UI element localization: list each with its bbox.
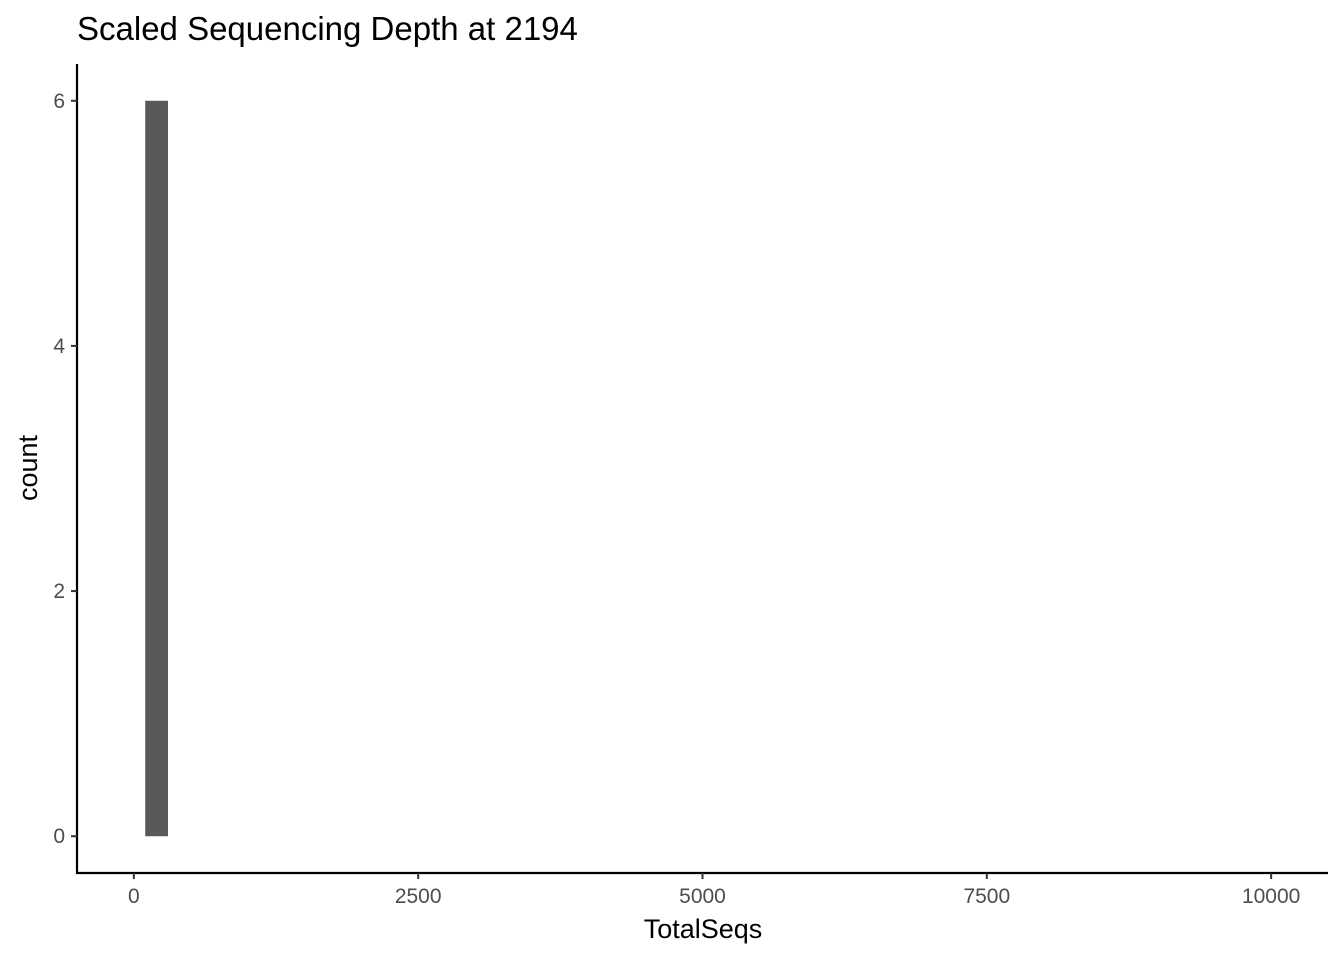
x-axis: 0 2500 5000 7500 10000 [76,871,1328,908]
histogram-bar-0 [145,100,168,837]
x-axis-title: TotalSeqs [644,914,763,944]
x-tick-label: 0 [128,885,140,908]
y-axis: 0 2 4 6 [53,64,79,874]
x-tick-label: 7500 [963,885,1010,908]
x-tick-label: 2500 [395,885,442,908]
y-axis-title: count [13,434,43,501]
x-tick-label: 10000 [1242,885,1300,908]
bars-group [145,100,168,837]
y-tick-label: 0 [53,825,65,848]
y-tick-label: 6 [53,90,65,113]
y-tick-label: 4 [53,335,65,358]
x-tick-label: 5000 [679,885,726,908]
chart-title: Scaled Sequencing Depth at 2194 [77,10,578,47]
y-tick-label: 2 [53,580,65,603]
